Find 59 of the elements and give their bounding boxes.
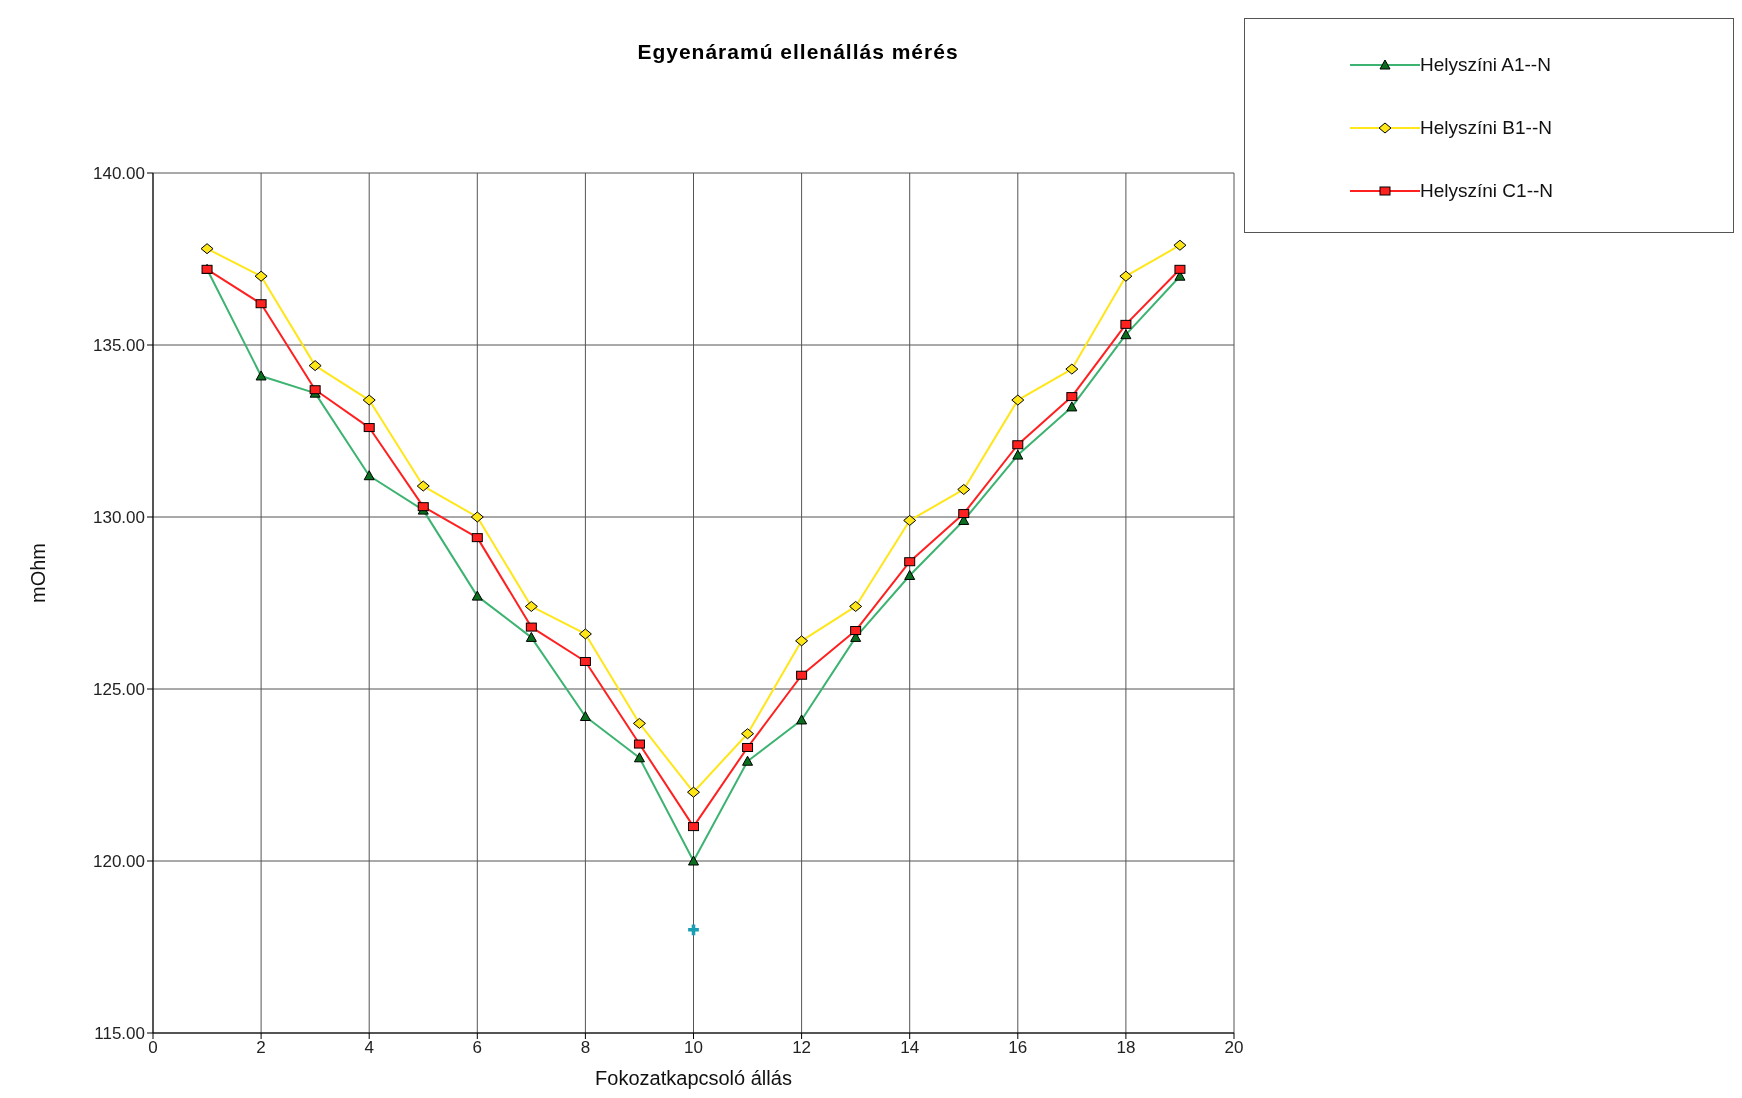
point — [578, 628, 592, 640]
point — [524, 600, 538, 612]
y-tick-label: 120.00 — [93, 852, 145, 872]
point — [1174, 264, 1186, 274]
x-tick-label: 4 — [364, 1038, 374, 1058]
x-tick-label: 10 — [684, 1038, 703, 1058]
point — [1065, 363, 1079, 375]
y-tick-label: 130.00 — [93, 508, 145, 528]
point — [633, 739, 645, 749]
point — [957, 483, 971, 495]
y-tick-label: 125.00 — [93, 680, 145, 700]
y-tick-label: 115.00 — [94, 1024, 145, 1044]
y-axis-title: mOhm — [27, 543, 50, 603]
point — [255, 299, 267, 309]
point — [742, 742, 754, 752]
point — [1066, 392, 1078, 402]
point — [688, 822, 699, 832]
point — [795, 635, 809, 647]
x-tick-label: 2 — [256, 1038, 266, 1058]
legend-label: Helyszíni B1--N — [1420, 116, 1552, 139]
point — [958, 509, 970, 519]
x-tick-label: 12 — [792, 1038, 812, 1058]
x-tick-label: 16 — [1008, 1038, 1028, 1058]
point — [688, 924, 699, 936]
point — [1119, 270, 1133, 282]
point — [308, 360, 322, 372]
point — [1012, 440, 1024, 450]
x-tick-label: 14 — [900, 1038, 920, 1058]
chart-title: Egyenáramú ellenállás mérés — [637, 40, 959, 63]
point — [200, 243, 214, 255]
x-tick-label: 8 — [580, 1038, 591, 1058]
y-tick-label: 135.00 — [93, 336, 145, 356]
point — [741, 728, 755, 740]
y-tick-label: 140.00 — [93, 164, 145, 184]
point — [1120, 319, 1132, 329]
x-tick-label: 20 — [1224, 1038, 1244, 1058]
point — [579, 656, 591, 666]
point — [525, 622, 537, 632]
x-tick-label: 0 — [148, 1038, 158, 1058]
point — [687, 786, 700, 798]
point — [1173, 239, 1187, 251]
legend-label: Helyszíni A1--N — [1420, 53, 1551, 76]
point — [850, 626, 862, 636]
x-axis-title: Fokozatkapcsoló állás — [595, 1067, 792, 1089]
point — [362, 394, 376, 406]
point — [470, 511, 484, 523]
point — [849, 600, 863, 612]
point — [416, 480, 430, 492]
point — [254, 270, 268, 282]
point — [471, 533, 483, 543]
point — [1011, 394, 1025, 406]
point — [903, 514, 917, 526]
legend-label: Helyszíni C1--N — [1420, 179, 1554, 202]
point — [796, 670, 808, 680]
x-tick-label: 18 — [1116, 1038, 1136, 1058]
point — [363, 423, 375, 433]
x-tick-label: 6 — [472, 1038, 483, 1058]
point — [904, 557, 916, 567]
point — [632, 717, 646, 729]
